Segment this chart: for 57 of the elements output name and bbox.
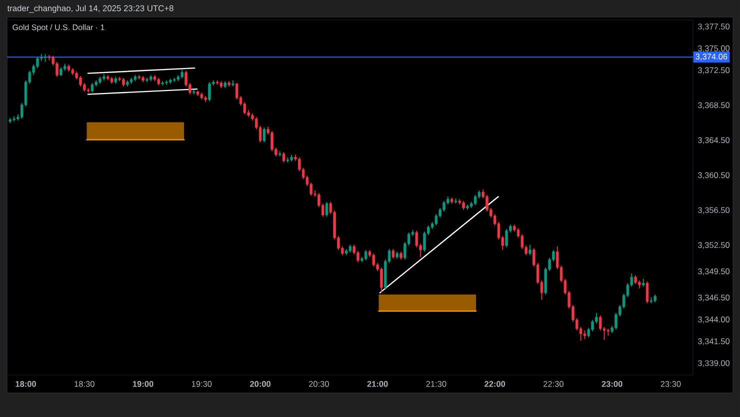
- x-tick-label: 20:30: [309, 381, 329, 387]
- candlestick: [364, 249, 368, 261]
- candlestick: [392, 248, 395, 260]
- x-tick-label: 23:30: [660, 381, 681, 387]
- y-tick-label: 3,344.00: [698, 316, 730, 324]
- y-tick-label: 3,341.50: [698, 338, 730, 346]
- y-tick-label: 3,375.00: [698, 45, 730, 52]
- x-tick-label: 23:00: [602, 381, 622, 387]
- y-tick-label: 3,346.50: [698, 294, 730, 302]
- text: trader_changhao, Jul 14, 2025 23:23 UTC+8: [7, 5, 174, 13]
- candlestick: [423, 231, 426, 252]
- candlestick: [520, 234, 524, 250]
- x-tick-label: 18:30: [74, 381, 94, 387]
- candlestick: [486, 194, 488, 212]
- candlestick: [528, 244, 532, 256]
- candlestick: [79, 75, 82, 87]
- candlestick: [243, 102, 246, 115]
- candlestick: [356, 250, 360, 263]
- candlestick: [380, 266, 383, 292]
- y-tick-label: 3,372.50: [698, 67, 730, 74]
- candlestick: [90, 82, 94, 94]
- x-tick-label: 20:00: [250, 381, 271, 387]
- x-tick-label: 19:00: [132, 381, 154, 387]
- candlestick: [474, 194, 477, 206]
- candlestick: [270, 130, 274, 152]
- candlestick: [235, 82, 238, 100]
- y-tick-label: 3,356.50: [698, 207, 730, 214]
- chart-title: Gold Spot / U.S. Dollar · 1: [12, 24, 104, 32]
- candlestick: [44, 54, 47, 62]
- candlestick: [208, 82, 211, 102]
- candlestick: [415, 230, 418, 248]
- candlestick: [372, 252, 376, 268]
- x-tick-label: 21:30: [426, 381, 446, 387]
- y-tick-label: 3,360.50: [698, 172, 730, 180]
- y-tick-label: 3,364.50: [698, 137, 730, 144]
- x-tick-label: 21:00: [367, 381, 388, 387]
- candlestick: [36, 56, 39, 69]
- y-tick-label: 3,368.50: [698, 102, 730, 110]
- y-tick-label: 3,349.50: [698, 268, 730, 276]
- x-tick-label: 22:30: [544, 381, 564, 387]
- x-tick-label: 18:00: [16, 381, 36, 387]
- candlestick: [598, 315, 602, 331]
- candlestick: [262, 127, 266, 143]
- x-tick-label: 22:00: [484, 381, 506, 387]
- candlestick: [56, 61, 58, 78]
- y-tick-label: 3,377.50: [698, 24, 730, 30]
- candlestick: [442, 200, 446, 212]
- candlestick: [591, 319, 594, 332]
- ref-line-label: 3,374.06: [696, 54, 728, 60]
- candlestick: [325, 201, 328, 218]
- candlestick: [434, 214, 438, 226]
- x-tick-label: 19:30: [192, 381, 212, 387]
- candlestick: [282, 152, 286, 163]
- y-tick-label: 3,339.00: [698, 360, 730, 368]
- candlestick: [646, 280, 649, 304]
- candlestick: [505, 228, 508, 248]
- y-tick-label: 3,352.50: [698, 242, 730, 249]
